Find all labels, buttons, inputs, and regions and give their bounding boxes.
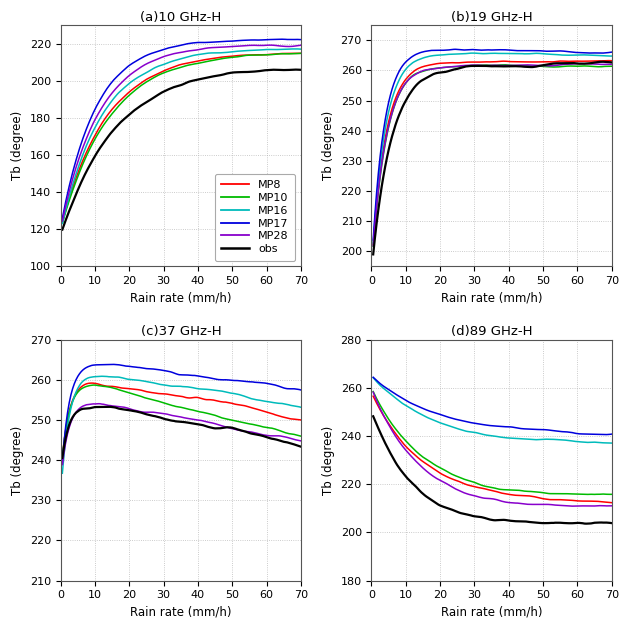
Y-axis label: Tb (degree): Tb (degree) bbox=[11, 425, 24, 495]
Y-axis label: Tb (degree): Tb (degree) bbox=[11, 111, 24, 180]
Y-axis label: Tb (degree): Tb (degree) bbox=[322, 111, 335, 180]
X-axis label: Rain rate (mm/h): Rain rate (mm/h) bbox=[130, 606, 232, 619]
Title: (a)10 GHz-H: (a)10 GHz-H bbox=[140, 11, 221, 24]
Title: (b)19 GHz-H: (b)19 GHz-H bbox=[451, 11, 532, 24]
X-axis label: Rain rate (mm/h): Rain rate (mm/h) bbox=[441, 606, 542, 619]
Y-axis label: Tb (degree): Tb (degree) bbox=[322, 425, 335, 495]
X-axis label: Rain rate (mm/h): Rain rate (mm/h) bbox=[441, 292, 542, 304]
Title: (c)37 GHz-H: (c)37 GHz-H bbox=[140, 326, 221, 338]
Title: (d)89 GHz-H: (d)89 GHz-H bbox=[451, 326, 532, 338]
Legend: MP8, MP10, MP16, MP17, MP28, obs: MP8, MP10, MP16, MP17, MP28, obs bbox=[215, 173, 295, 261]
X-axis label: Rain rate (mm/h): Rain rate (mm/h) bbox=[130, 292, 232, 304]
